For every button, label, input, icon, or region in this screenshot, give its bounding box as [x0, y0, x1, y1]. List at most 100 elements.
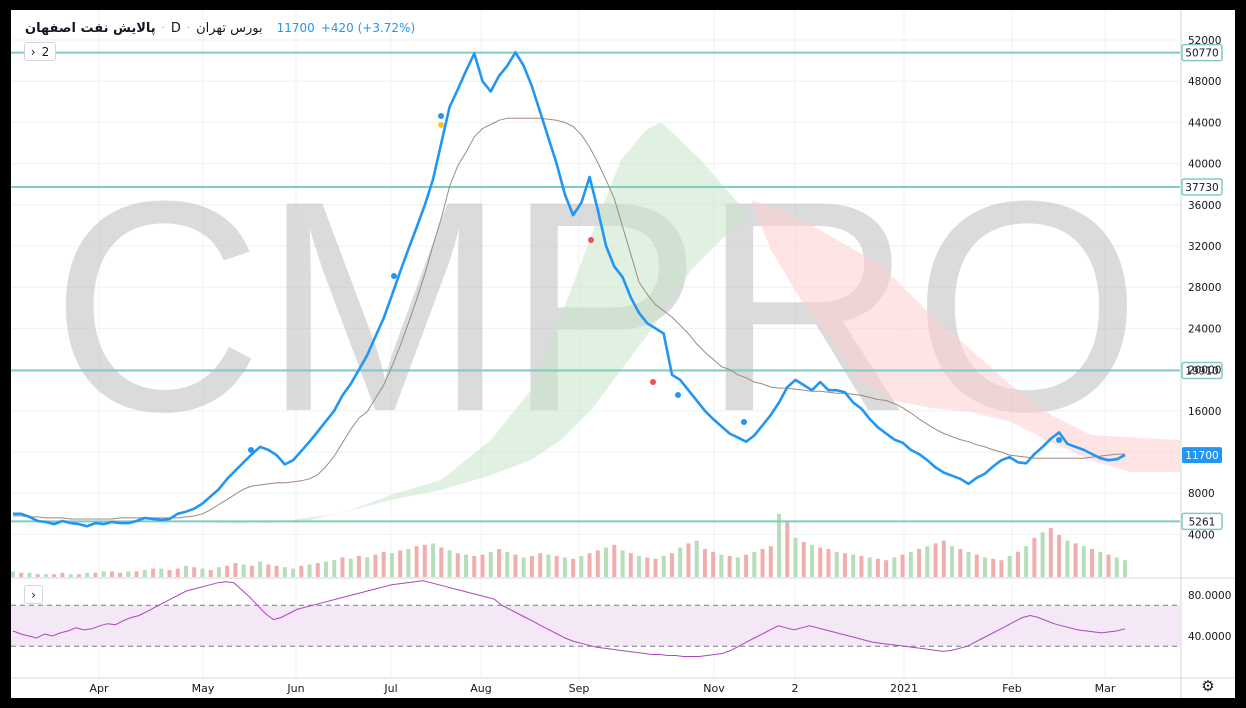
volume-bar — [809, 544, 814, 577]
volume-bar — [661, 556, 666, 577]
volume-bar — [455, 553, 460, 577]
volume-bar — [595, 550, 600, 577]
volume-bar — [834, 551, 839, 577]
level-label-text: 50770 — [1185, 48, 1218, 60]
level-label[interactable]: 50770 — [1181, 43, 1223, 62]
volume-bar — [785, 521, 790, 577]
volume-bar — [1032, 537, 1037, 577]
volume-bar — [637, 556, 642, 577]
volume-bar — [875, 558, 880, 577]
level-label[interactable]: 19910 — [1181, 361, 1223, 380]
level-label-text: 37730 — [1185, 182, 1218, 194]
x-tick-label: Sep — [569, 682, 590, 695]
volume-bar — [439, 547, 444, 577]
x-tick-label: May — [192, 682, 215, 695]
volume-bar — [768, 546, 773, 577]
level-label[interactable]: 5261 — [1181, 512, 1223, 531]
volume-bar — [373, 554, 378, 577]
y-tick-label: 8000 — [1188, 488, 1215, 500]
indicators-collapse-button[interactable]: › 2 — [24, 42, 56, 61]
volume-bar — [159, 568, 164, 577]
volume-bar — [422, 544, 427, 577]
volume-bar — [414, 546, 419, 577]
level-label-box — [1181, 361, 1223, 380]
level-label[interactable]: 37730 — [1181, 178, 1223, 196]
volume-bar — [233, 563, 238, 577]
volume-bar — [134, 571, 139, 577]
level-label-box — [1181, 178, 1223, 196]
rsi-pane-toggle[interactable]: › — [24, 585, 43, 604]
level-label-text: 19910 — [1185, 366, 1218, 378]
volume-bar — [818, 547, 823, 577]
signal-dot — [438, 122, 444, 128]
signal-dot — [248, 447, 254, 453]
signal-markers — [248, 113, 1062, 453]
x-tick-label: 2021 — [890, 682, 918, 695]
volume-bar — [68, 574, 73, 577]
y-tick-label: 24000 — [1188, 323, 1221, 335]
last-price-box — [1182, 447, 1222, 464]
y-tick-label: 16000 — [1188, 406, 1221, 418]
volume-bar — [1007, 556, 1012, 577]
volume-bar — [389, 553, 394, 577]
volume-bar — [398, 550, 403, 577]
volume-bar — [307, 564, 312, 577]
volume-bar — [950, 546, 955, 577]
baseline-line — [13, 117, 1125, 520]
volume-bar — [101, 571, 106, 577]
horizontal-levels[interactable]: 50770 37730 19910 5261 — [11, 43, 1223, 531]
volume-bar — [348, 558, 353, 577]
volume-bar — [859, 556, 864, 577]
interval[interactable]: D — [170, 20, 181, 36]
volume-bar — [200, 568, 205, 577]
volume-bar — [678, 547, 683, 577]
price-change: +420 (+3.72%) — [320, 21, 416, 35]
volume-bar — [324, 561, 329, 577]
volume-bar — [974, 554, 979, 577]
volume-bar — [694, 540, 699, 577]
volume-bar — [867, 557, 872, 577]
indicator-count: 2 — [41, 44, 50, 59]
volume-bar — [1114, 557, 1119, 577]
volume-bar — [604, 547, 609, 577]
volume-bar — [760, 549, 765, 577]
volume-bar — [513, 554, 518, 577]
chevron-right-icon: › — [30, 44, 36, 59]
volume-bar — [711, 551, 716, 577]
y-tick-label: 36000 — [1188, 200, 1221, 212]
x-tick-label: Apr — [89, 682, 109, 695]
separator: · — [186, 22, 191, 34]
rsi-line — [12, 580, 1126, 657]
volume-bar — [521, 557, 526, 577]
volume-bar — [669, 553, 674, 577]
volume-bar — [793, 537, 798, 577]
volume-bar — [546, 554, 551, 577]
volume-bar — [925, 546, 930, 577]
y-tick-label: 48000 — [1188, 76, 1221, 88]
price-series — [13, 51, 1126, 528]
volume-bar — [76, 574, 81, 577]
signal-dot — [675, 392, 681, 398]
volume-bar — [1123, 560, 1127, 577]
volume-bar — [719, 554, 724, 577]
volume-bar — [356, 556, 361, 577]
volume-bar — [1048, 528, 1053, 577]
volume-bar — [900, 554, 905, 577]
volume-bar — [1024, 546, 1029, 577]
volume-bar — [653, 558, 658, 577]
volume-bar — [249, 565, 254, 577]
volume-bar — [488, 551, 493, 577]
rsi-tick-label: 40.0000 — [1188, 631, 1231, 643]
y-tick-label: 40000 — [1188, 159, 1221, 171]
volume-bar — [571, 558, 576, 577]
symbol-header[interactable]: پالایش نفت اصفهان · D · بورس تهران 11700… — [25, 18, 415, 38]
volume-bar — [496, 549, 501, 577]
volume-bar — [735, 557, 740, 577]
volume-bar — [1040, 532, 1045, 577]
gear-icon[interactable]: ⚙ — [1201, 677, 1215, 695]
price-line — [13, 51, 1126, 528]
volume-bar — [628, 553, 633, 577]
volume-bar — [752, 551, 757, 577]
